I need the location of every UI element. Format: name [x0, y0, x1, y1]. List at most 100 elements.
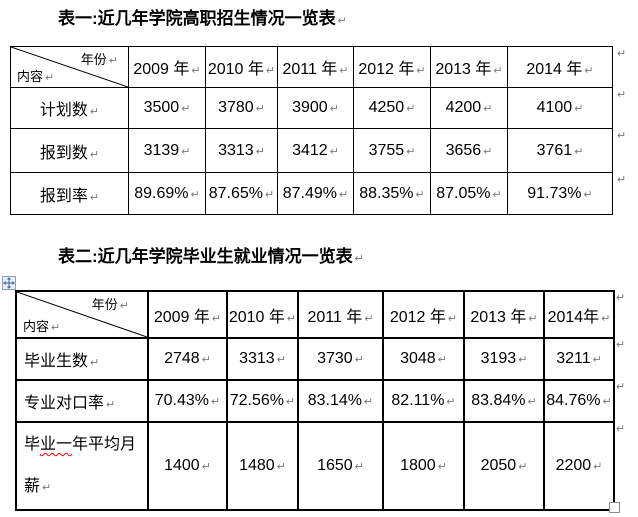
year-header-cell[interactable]: 2012 年 ↵	[353, 46, 431, 88]
corner-header-cell[interactable]: 年份 ↵ 内容 ↵	[15, 290, 149, 339]
value-cell[interactable]: 83.14% ↵	[297, 379, 384, 423]
value-cell[interactable]: 1480 ↵	[226, 421, 299, 511]
value-cell[interactable]: 1400 ↵	[147, 421, 228, 511]
year-header-cell[interactable]: 2013 年 ↵	[430, 46, 508, 88]
year-header-text: 2010 年	[228, 308, 285, 326]
value-cell[interactable]: 89.69% ↵	[128, 172, 206, 215]
salary-row-label: 毕业一年平均月薪 ↵	[24, 424, 143, 508]
paragraph-mark: ↵	[446, 396, 456, 408]
year-header-cell[interactable]: 2012 年 ↵	[382, 290, 465, 339]
value-cell[interactable]: 84.76% ↵	[543, 379, 615, 423]
end-of-row-mark: ↵	[616, 292, 626, 304]
row-label-cell[interactable]: 毕业一年平均月薪 ↵	[15, 421, 149, 511]
end-of-row-mark: ↵	[617, 130, 627, 142]
paragraph-mark: ↵	[106, 399, 116, 411]
value-cell[interactable]: 3755 ↵	[353, 128, 431, 173]
corner-header-cell[interactable]: 年份 ↵ 内容 ↵	[10, 46, 129, 88]
value-cell[interactable]: 3761 ↵	[507, 128, 613, 173]
cell-value: 1800	[400, 457, 436, 474]
move-arrows-icon	[3, 277, 15, 289]
value-cell[interactable]: 3730 ↵	[297, 337, 384, 381]
paragraph-mark: ↵	[201, 461, 211, 473]
row-label-text: 报到率	[39, 187, 88, 205]
value-cell[interactable]: 3313 ↵	[226, 337, 299, 381]
value-cell[interactable]: 70.43% ↵	[147, 379, 228, 423]
paragraph-mark: ↵	[119, 300, 129, 312]
cell-value: 72.56%	[229, 392, 285, 409]
paragraph-mark: ↵	[518, 354, 528, 366]
paragraph-mark: ↵	[354, 354, 364, 366]
year-header-cell[interactable]: 2011 年 ↵	[297, 290, 384, 339]
value-cell[interactable]: 1800 ↵	[382, 421, 465, 511]
value-cell[interactable]: 87.49% ↵	[277, 172, 354, 215]
year-header-cell[interactable]: 2010 年 ↵	[205, 46, 278, 88]
cell-value: 4250	[368, 99, 405, 116]
row-label-cell[interactable]: 报到数 ↵	[10, 128, 129, 173]
year-header-text: 2011 年	[307, 308, 363, 326]
year-header-text: 2012 年	[358, 61, 415, 78]
table-move-handle[interactable]	[2, 276, 16, 290]
row-label-cell[interactable]: 报到率 ↵	[10, 172, 129, 215]
paragraph-mark: ↵	[45, 72, 55, 84]
cell-value: 3755	[368, 141, 405, 159]
year-header-text: 2010 年	[207, 61, 264, 78]
table-row: 报到率 ↵ 89.69% ↵ 87.65% ↵ 87.49% ↵ 88.35% ↵ 87.…	[10, 172, 613, 215]
value-cell[interactable]: 91.73% ↵	[507, 172, 613, 215]
value-cell[interactable]: 72.56% ↵	[226, 379, 299, 423]
value-cell[interactable]: 1650 ↵	[297, 421, 384, 511]
paragraph-mark: ↵	[354, 253, 364, 265]
value-cell[interactable]: 3412 ↵	[277, 128, 354, 173]
paragraph-mark: ↵	[89, 106, 100, 118]
value-cell[interactable]: 3500 ↵	[128, 87, 206, 129]
value-cell[interactable]: 83.84% ↵	[463, 379, 545, 423]
paragraph-mark: ↵	[337, 15, 347, 27]
value-cell[interactable]: 4250 ↵	[353, 87, 431, 129]
year-header-cell[interactable]: 2009 年 ↵	[147, 290, 228, 339]
value-cell[interactable]: 3900 ↵	[277, 87, 354, 129]
year-header-cell[interactable]: 2011 年 ↵	[277, 46, 354, 88]
row-label-cell[interactable]: 毕业生数 ↵	[15, 337, 149, 381]
year-header-cell[interactable]: 2013 年 ↵	[463, 290, 545, 339]
value-cell[interactable]: 3211 ↵	[543, 337, 615, 381]
value-cell[interactable]: 4100 ↵	[507, 87, 613, 129]
year-header-cell[interactable]: 2014 年 ↵	[507, 46, 613, 88]
value-cell[interactable]: 3193 ↵	[463, 337, 545, 381]
value-cell[interactable]: 2050 ↵	[463, 421, 545, 511]
value-cell[interactable]: 88.35% ↵	[353, 172, 431, 215]
cell-value: 87.65%	[208, 184, 264, 202]
row-label-cell[interactable]: 专业对口率 ↵	[15, 379, 149, 423]
cell-value: 3048	[400, 350, 436, 367]
year-header-text: 2014年	[547, 308, 600, 326]
year-header-text: 2009 年	[153, 308, 210, 326]
year-header-text: 2014 年	[526, 61, 583, 78]
year-header-cell[interactable]: 2009 年 ↵	[128, 46, 206, 88]
value-cell[interactable]: 3139 ↵	[128, 128, 206, 173]
value-cell[interactable]: 87.65% ↵	[205, 172, 278, 215]
row-label-cell[interactable]: 计划数 ↵	[10, 87, 129, 129]
paragraph-mark: ↵	[90, 357, 100, 369]
value-cell[interactable]: 2200 ↵	[543, 421, 615, 511]
table-header-row: 年份 ↵ 内容 ↵ 2009 年 ↵ 2010 年 ↵ 2011 年 ↵ 2012 年 ↵ …	[10, 46, 613, 88]
value-cell[interactable]: 3656 ↵	[430, 128, 508, 173]
value-cell[interactable]: 4200 ↵	[430, 87, 508, 129]
paragraph-mark: ↵	[339, 65, 349, 77]
year-header-cell[interactable]: 2010 年 ↵	[226, 290, 299, 339]
year-header-text: 2013 年	[435, 61, 492, 78]
value-cell[interactable]: 3048 ↵	[382, 337, 465, 381]
paragraph-mark: ↵	[574, 103, 584, 115]
paragraph-mark: ↵	[265, 65, 276, 77]
value-cell[interactable]: 82.11% ↵	[382, 379, 465, 423]
table-row: 报到数 ↵ 3139 ↵ 3313 ↵ 3412 ↵ 3755 ↵ 3656 ↵ 3761 ↵	[10, 128, 613, 173]
value-cell[interactable]: 2748 ↵	[147, 337, 228, 381]
cell-value: 2200	[555, 457, 592, 474]
paragraph-mark: ↵	[406, 145, 416, 158]
year-header-cell[interactable]: 2014年 ↵	[543, 290, 615, 339]
value-cell[interactable]: 3780 ↵	[205, 87, 278, 129]
cell-value: 1480	[239, 457, 275, 474]
table-resize-handle[interactable]	[609, 502, 620, 513]
table-row: 计划数 ↵ 3500 ↵ 3780 ↵ 3900 ↵ 4250 ↵ 4200 ↵ 4100 ↵	[10, 87, 613, 129]
value-cell[interactable]: 3313 ↵	[205, 128, 278, 173]
cell-value: 3900	[292, 99, 328, 116]
value-cell[interactable]: 87.05% ↵	[430, 172, 508, 215]
